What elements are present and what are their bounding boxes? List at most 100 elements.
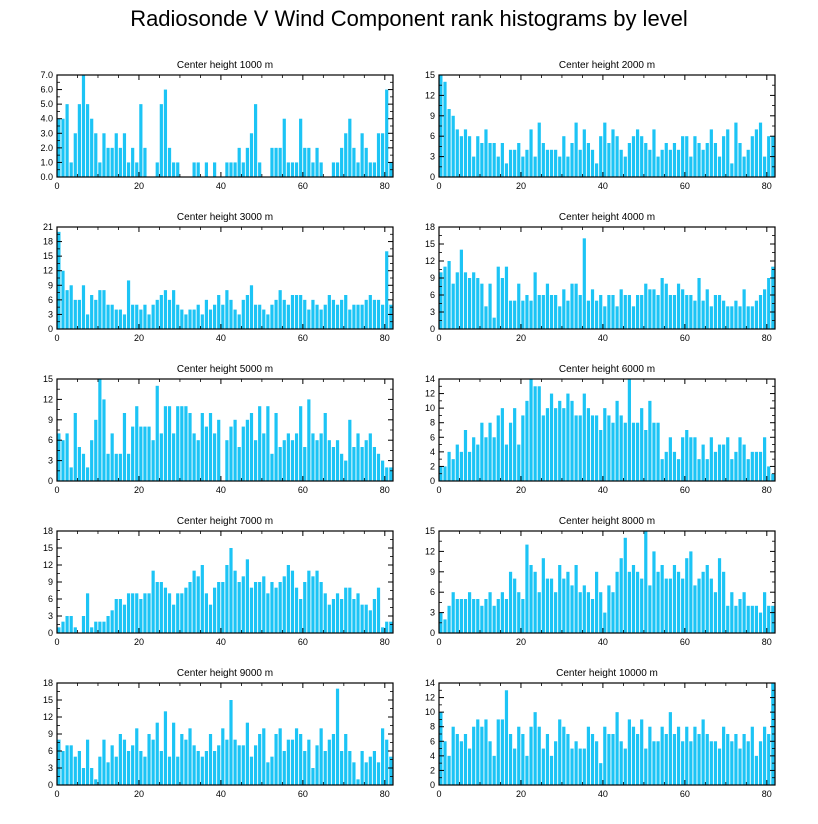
bar [685,136,689,177]
bar [102,290,106,329]
x-tick-label: 40 [216,485,226,495]
bar [135,728,139,785]
bar [734,300,738,329]
bar [323,304,327,329]
bar [476,136,480,177]
bar [188,413,192,481]
x-tick-label: 40 [598,637,608,647]
bar [533,386,537,481]
bar [200,413,204,481]
bar [586,408,591,481]
bar [730,459,734,481]
bar [713,741,718,785]
bar [734,605,738,633]
panel-9: Center height 10000 m 0 2 4 6 8 10 12 14 0 20 40 60 8… [425,668,776,799]
bar [225,739,229,785]
y-tick-label: 3 [48,763,53,773]
bar [635,422,640,481]
bar [360,751,364,785]
bar [590,734,595,785]
bar [61,621,65,633]
y-tick-label: 14 [425,678,435,688]
y-tick-label: 12 [425,90,435,100]
bar [713,143,718,177]
bar [640,136,644,177]
bar [126,162,131,177]
bar [627,571,631,633]
bar [69,467,73,481]
bar [529,300,533,329]
bar [114,453,118,481]
bar [496,266,500,329]
y-tick-label: 0 [48,628,53,638]
bar [69,162,73,177]
y-tick-label: 9 [430,111,435,121]
bar [376,762,381,785]
bar [500,592,504,633]
y-tick-label: 6 [48,295,53,305]
bar [599,295,603,329]
bar [582,393,586,481]
bar [566,393,570,481]
bar [225,565,229,633]
y-tick-label: 12 [43,560,53,570]
bar [730,741,734,785]
bar [225,290,229,329]
bar [447,451,451,481]
bar [213,587,217,633]
bar [558,156,562,177]
bar [730,163,734,177]
bar [709,578,713,633]
bar [245,147,249,177]
y-tick-label: 0 [430,476,435,486]
panel-7: Center height 8000 m 0 3 6 9 12 15 0 20 40 60 80 [425,516,776,647]
bar [303,447,307,481]
bar [488,422,492,481]
bar [455,129,459,177]
y-tick-label: 6 [48,594,53,604]
bar [513,149,517,177]
bar [652,422,656,481]
bar [147,426,151,481]
x-tick-label: 0 [436,637,441,647]
bar [615,571,619,633]
bar [241,576,245,633]
bar [167,756,172,785]
bar [619,558,623,633]
bar [77,751,81,785]
bar [685,295,689,329]
bar [143,593,147,633]
bar [578,592,582,633]
bar [570,283,574,329]
bar [656,741,660,785]
bar [385,89,389,177]
x-tick-label: 40 [216,789,226,799]
bar [717,748,722,785]
bar [496,156,500,177]
bar [488,741,492,785]
y-tick-label: 10 [425,707,435,717]
bar [508,422,513,481]
bar [315,570,319,633]
bar [529,726,533,785]
bar [385,739,389,785]
bar [758,295,763,329]
bar [619,289,623,329]
x-tick-label: 60 [298,485,308,495]
bar [368,610,372,633]
bar [500,143,504,177]
bar [578,748,582,785]
bar [734,451,738,481]
panel-5: Center height 6000 m 0 2 4 6 8 10 12 14 0 20 40 60 80 [425,364,776,495]
bar [504,690,509,785]
y-tick-label: 9 [48,577,53,587]
bar [517,726,521,785]
bar [98,621,102,633]
y-tick-label: 6 [48,435,53,445]
bar [167,406,172,481]
bar [180,734,184,785]
bar [77,447,81,481]
bar [652,129,656,177]
bar [372,447,377,481]
bar [110,147,114,177]
